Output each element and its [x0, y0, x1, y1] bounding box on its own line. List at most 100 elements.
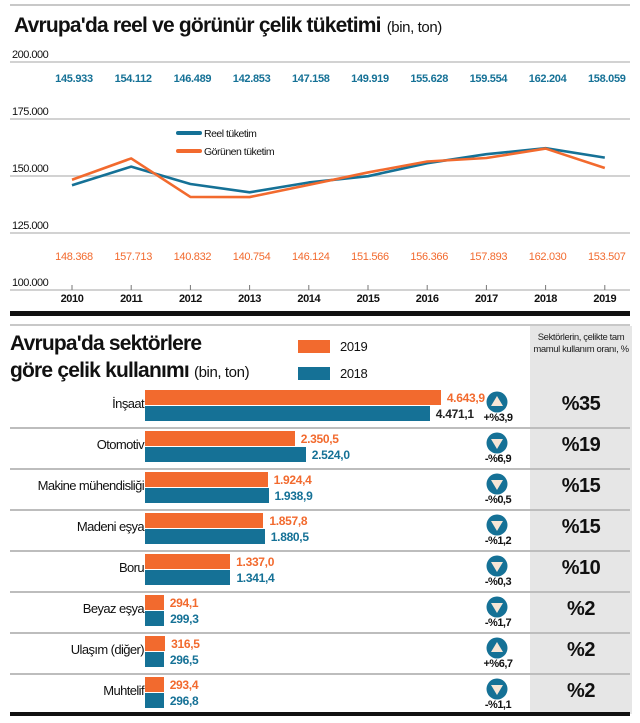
category-label: Beyaz eşya	[82, 601, 145, 616]
data-label-reel: 162.204	[529, 73, 568, 85]
legend-swatch-2018	[298, 367, 330, 380]
line-chart-legend: Reel tüketim Görünen tüketim	[176, 128, 275, 158]
change-label: -%1,1	[484, 699, 512, 711]
x-tick-label: 2017	[475, 293, 498, 305]
change-label: -%0,5	[484, 494, 512, 506]
x-tick-label: 2014	[297, 293, 321, 305]
line-chart-x-axis: 2010 2011 2012 2013 2014 2015 2016 2017 2018 2019	[61, 285, 617, 305]
value-label-2018: 1.880,5	[270, 530, 309, 544]
series-labels-reel: 145.933 154.112 146.489 142.853 147.158 149.9…	[55, 73, 626, 85]
top-divider	[10, 4, 630, 6]
series-line-gorunen	[71, 147, 606, 199]
data-label-gorunen: 162.030	[529, 251, 567, 263]
value-label-2018: 2.524,0	[311, 448, 350, 462]
bar-row: İnşaat 4.643,9 4.471,1 +%3,9 %35	[10, 386, 630, 427]
change-label: +%6,7	[483, 658, 514, 670]
bar-2019	[145, 513, 264, 528]
triangle-up-icon	[486, 391, 508, 413]
category-label: Muhtelif	[103, 683, 144, 698]
value-label-2019: 1.857,8	[269, 514, 308, 528]
bar-2019	[145, 636, 166, 651]
bar-2018	[145, 693, 164, 708]
data-label-reel: 145.933	[55, 73, 93, 85]
row-divider	[10, 468, 630, 470]
value-label-2019: 4.643,9	[446, 391, 485, 405]
section-divider-thin	[10, 324, 630, 326]
x-tick-label: 2019	[593, 293, 616, 305]
line-chart-series	[71, 146, 606, 199]
data-label-reel: 155.628	[410, 73, 448, 85]
share-percent: %10	[561, 557, 601, 579]
share-percent: %2	[567, 639, 595, 661]
bar-2019	[145, 431, 295, 446]
triangle-down-icon	[486, 432, 508, 454]
value-label-2019: 2.350,5	[300, 432, 339, 446]
data-label-reel: 142.853	[233, 73, 271, 85]
category-label: Boru	[118, 560, 145, 575]
share-percent: %19	[561, 434, 601, 456]
y-tick-label: 150.000	[12, 163, 49, 175]
line-chart-grid	[10, 61, 630, 291]
x-tick-label: 2018	[534, 293, 557, 305]
series-labels-gorunen: 148.368 157.713 140.832 140.754 146.124 151.5…	[55, 251, 626, 263]
bar-row: Otomotiv 2.350,5 2.524,0 -%6,9 %19	[10, 427, 630, 468]
bar-row: Ulaşım (diğer) 316,5 296,5 +%6,7 %2	[10, 632, 630, 673]
share-percent: %35	[561, 393, 601, 415]
value-label-2019: 293,4	[169, 678, 199, 692]
value-label-2018: 296,5	[169, 653, 199, 667]
value-label-2019: 1.337,0	[236, 555, 275, 569]
value-label-2018: 296,8	[169, 694, 199, 708]
value-label-2019: 1.924,4	[273, 473, 312, 487]
change-label: -%1,7	[484, 617, 512, 629]
bar-2019	[145, 390, 441, 405]
value-label-2018: 4.471,1	[435, 407, 474, 421]
change-label: -%0,3	[484, 576, 512, 588]
bar-2018	[145, 652, 164, 667]
share-percent: %2	[567, 680, 595, 702]
row-divider	[10, 632, 630, 634]
share-column-background	[530, 326, 632, 714]
legend-item-2019: 2019	[298, 339, 368, 354]
y-tick-label: 175.000	[12, 106, 49, 118]
triangle-down-icon	[486, 596, 508, 618]
legend-label-2018: 2018	[340, 366, 368, 381]
value-label-2019: 316,5	[171, 637, 200, 651]
x-tick-label: 2015	[357, 293, 380, 305]
bar-2019	[145, 595, 164, 610]
bar-2018	[145, 406, 430, 421]
y-tick-label: 125.000	[12, 220, 49, 232]
bar-2019	[145, 677, 164, 692]
data-label-gorunen: 146.124	[292, 251, 330, 263]
bar-chart-title-line2: göre çelik kullanımı	[10, 359, 190, 382]
y-tick-label: 200.000	[12, 50, 49, 61]
data-label-gorunen: 148.368	[55, 251, 93, 263]
change-label: -%6,9	[484, 453, 512, 465]
bar-2018	[145, 529, 265, 544]
data-label-reel: 147.158	[292, 73, 330, 85]
change-label: +%3,9	[483, 412, 514, 424]
share-percent: %15	[561, 516, 601, 538]
legend-item-2018: 2018	[298, 366, 368, 381]
bottom-divider	[10, 712, 630, 716]
triangle-up-icon	[486, 637, 508, 659]
data-label-gorunen: 157.893	[470, 251, 508, 263]
row-divider	[10, 550, 630, 552]
triangle-down-icon	[486, 678, 508, 700]
triangle-down-icon	[486, 555, 508, 577]
row-divider	[10, 427, 630, 429]
data-label-gorunen: 157.713	[114, 251, 152, 263]
data-label-reel: 159.554	[470, 73, 509, 85]
row-divider	[10, 509, 630, 511]
category-label: İnşaat	[112, 396, 144, 411]
bar-row: Muhtelif 293,4 296,8 -%1,1 %2	[10, 673, 630, 714]
data-label-reel: 149.919	[351, 73, 389, 85]
bar-2019	[145, 554, 231, 569]
data-label-gorunen: 156.366	[410, 251, 448, 263]
row-divider	[10, 673, 630, 675]
share-column-header: Sektörlerin, çelikte tam mamul kullanım …	[533, 332, 629, 355]
legend-label-reel: Reel tüketim	[204, 128, 257, 140]
value-label-2018: 1.938,9	[274, 489, 313, 503]
category-label: Ulaşım (diğer)	[70, 642, 145, 657]
bar-row: Madeni eşya 1.857,8 1.880,5 -%1,2 %15	[10, 509, 630, 550]
value-label-2018: 299,3	[170, 612, 199, 626]
